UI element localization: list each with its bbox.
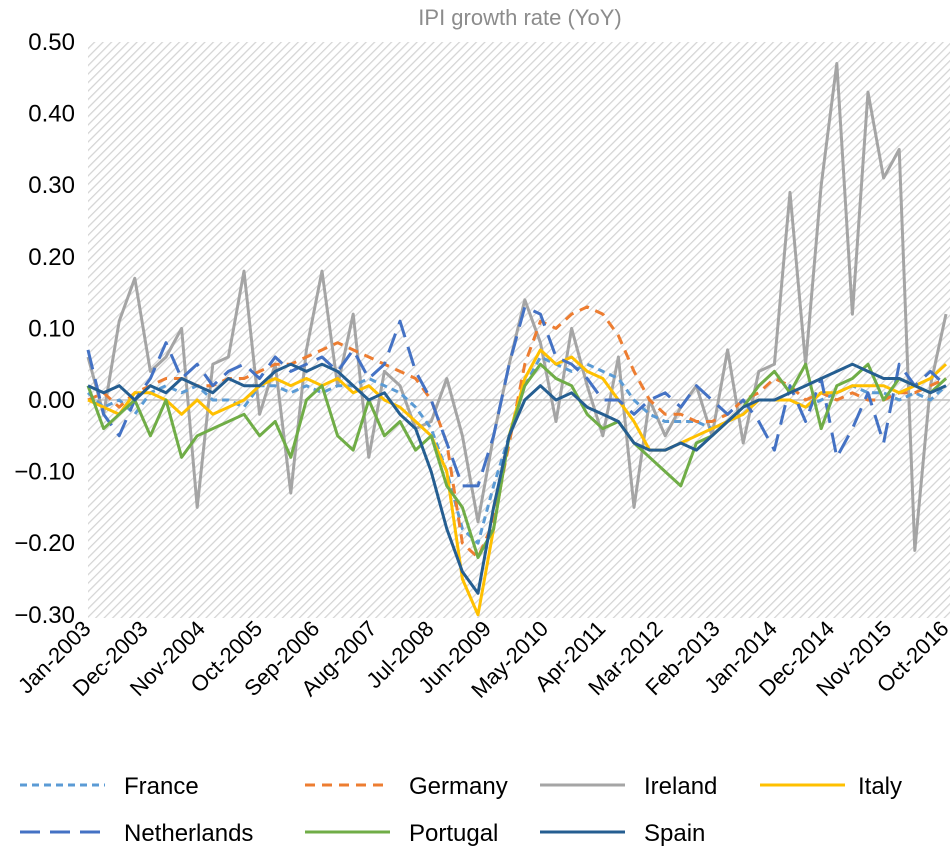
y-tick-label: 0.40 (28, 101, 75, 128)
legend-item-spain: Spain (540, 820, 705, 847)
legend-label: Ireland (644, 773, 717, 800)
x-axis: Jan-2003Dec-2003Nov-2004Oct-2005Sep-2006… (13, 616, 952, 703)
legend-item-italy: Italy (760, 773, 902, 800)
series-line-portugal (86, 362, 948, 559)
legend-label: France (124, 773, 199, 800)
chart-title: IPI growth rate (YoY) (418, 5, 621, 30)
series-group (86, 62, 948, 617)
legend-label: Spain (644, 820, 705, 847)
series-line-spain (87, 362, 947, 595)
y-tick-label: −0.30 (14, 602, 75, 629)
legend-label: Netherlands (124, 820, 253, 847)
y-axis: 0.50 0.40 0.30 0.20 0.10 0.00 −0.10 −0.20 −0.30 (14, 29, 75, 629)
legend-item-germany: Germany (305, 773, 508, 800)
y-tick-label: 0.00 (28, 387, 75, 414)
y-tick-label: 0.30 (28, 172, 75, 199)
legend-item-portugal: Portugal (305, 820, 498, 847)
legend-item-france: France (20, 773, 199, 800)
series-line-ireland (86, 62, 948, 552)
legend-label: Portugal (409, 820, 498, 847)
series-line-netherlands (86, 305, 948, 488)
y-tick-label: −0.20 (14, 530, 75, 557)
legend-item-netherlands: Netherlands (20, 820, 253, 847)
legend-label: Germany (409, 773, 508, 800)
y-tick-label: 0.10 (28, 315, 75, 342)
y-tick-label: 0.20 (28, 244, 75, 271)
legend-label: Italy (858, 773, 902, 800)
y-tick-label: 0.50 (28, 29, 75, 56)
y-tick-label: −0.10 (14, 459, 75, 486)
legend: France Germany Ireland Italy Netherlands Port… (20, 773, 902, 847)
legend-item-ireland: Ireland (540, 773, 717, 800)
